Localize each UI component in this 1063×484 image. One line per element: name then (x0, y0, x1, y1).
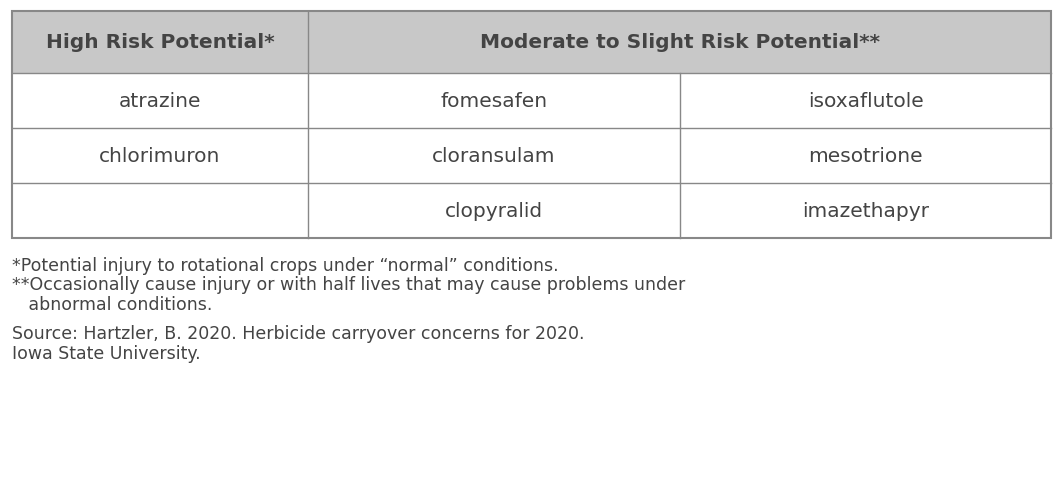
Text: imazethapyr: imazethapyr (803, 201, 929, 221)
Text: mesotrione: mesotrione (808, 147, 923, 166)
Text: Source: Hartzler, B. 2020. Herbicide carryover concerns for 2020.: Source: Hartzler, B. 2020. Herbicide car… (12, 325, 585, 343)
Bar (308, 74, 680, 129)
Bar (680, 183, 1051, 239)
Text: isoxaflutole: isoxaflutole (808, 92, 924, 111)
Bar (680, 74, 1051, 129)
Text: fomesafen: fomesafen (440, 92, 547, 111)
Bar (12, 12, 1051, 239)
Text: Moderate to Slight Risk Potential**: Moderate to Slight Risk Potential** (479, 33, 879, 52)
Bar (12, 183, 308, 239)
Bar (308, 12, 1051, 74)
Text: abnormal conditions.: abnormal conditions. (12, 295, 213, 313)
Text: Iowa State University.: Iowa State University. (12, 344, 201, 362)
Text: High Risk Potential*: High Risk Potential* (46, 33, 274, 52)
Bar (12, 74, 308, 129)
Bar (12, 12, 308, 74)
Text: chlorimuron: chlorimuron (99, 147, 221, 166)
Text: *Potential injury to rotational crops under “normal” conditions.: *Potential injury to rotational crops un… (12, 257, 559, 274)
Bar (12, 129, 308, 183)
Bar (308, 183, 680, 239)
Bar (680, 129, 1051, 183)
Text: **Occasionally cause injury or with half lives that may cause problems under: **Occasionally cause injury or with half… (12, 276, 686, 294)
Bar (308, 129, 680, 183)
Text: cloransulam: cloransulam (433, 147, 556, 166)
Text: clopyralid: clopyralid (445, 201, 543, 221)
Text: atrazine: atrazine (119, 92, 201, 111)
